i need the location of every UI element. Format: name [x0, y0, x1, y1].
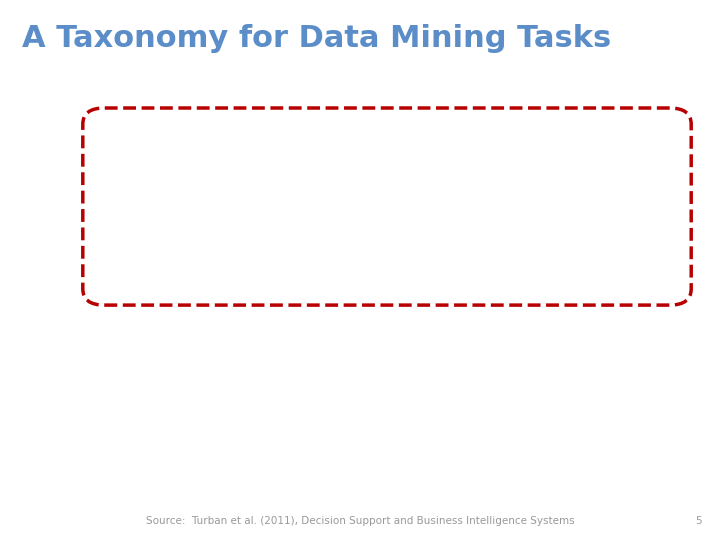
Text: Source:  Turban et al. (2011), Decision Support and Business Intelligence System: Source: Turban et al. (2011), Decision S…	[145, 516, 575, 526]
Text: 5: 5	[696, 516, 702, 526]
FancyBboxPatch shape	[83, 108, 691, 305]
Text: A Taxonomy for Data Mining Tasks: A Taxonomy for Data Mining Tasks	[22, 24, 611, 53]
